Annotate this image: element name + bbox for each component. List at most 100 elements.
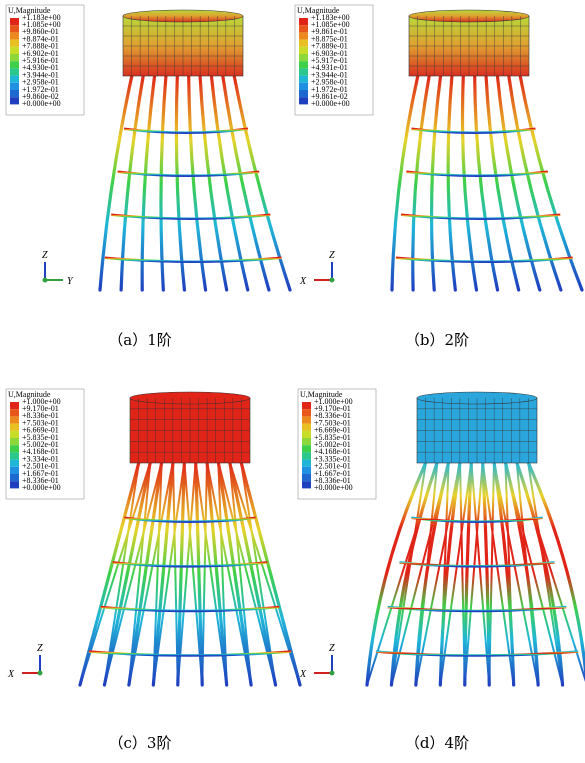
legend-swatch	[10, 474, 19, 481]
legend-swatch	[10, 83, 19, 90]
legend-label: +0.000e+00	[311, 99, 350, 108]
legend-swatch	[10, 25, 19, 32]
legend-swatch	[10, 40, 19, 47]
legend-swatch	[302, 409, 311, 416]
legend-swatch	[302, 474, 311, 481]
tower-leg	[517, 462, 563, 685]
tower-leg	[494, 462, 514, 685]
tower-ring	[388, 607, 567, 611]
axis-label-z: Z	[37, 643, 43, 654]
legend-label: +0.000e+00	[22, 483, 61, 492]
legend-swatch	[10, 409, 19, 416]
axis-origin	[330, 278, 335, 283]
tower-brace	[207, 462, 251, 685]
tower-leg	[475, 75, 498, 290]
legend-swatch	[10, 452, 19, 459]
legend-swatch	[302, 481, 311, 488]
axis-label-h: X	[7, 669, 15, 680]
tower-brace	[494, 462, 538, 685]
legend-swatch	[299, 54, 308, 61]
tower-brace	[173, 462, 178, 685]
panel: U,Magnitude+1.000e+00+9.170e-01+8.336e-0…	[298, 389, 585, 752]
caption: （d）4阶	[405, 734, 469, 752]
axis-label-h: Y	[67, 276, 74, 287]
legend-swatch	[10, 481, 19, 488]
axis-label-h: X	[299, 276, 307, 287]
legend-swatch	[299, 76, 308, 83]
legend-swatch	[302, 460, 311, 467]
tower-brace	[416, 462, 460, 685]
tower-leg	[176, 75, 184, 290]
tower-leg	[440, 462, 460, 685]
legend-swatch	[302, 416, 311, 423]
panel: U,Magnitude+1.183e+00+1.085e+00+9.860e-0…	[6, 5, 290, 349]
legend-swatch	[299, 68, 308, 75]
axis-label-z: Z	[329, 250, 335, 261]
tower-ring	[101, 607, 280, 611]
tower	[80, 392, 300, 685]
legend-swatch	[10, 438, 19, 445]
legend-swatch	[299, 90, 308, 97]
legend-swatch	[299, 47, 308, 54]
legend-swatch	[302, 438, 311, 445]
tower-ring	[376, 652, 578, 656]
legend-swatch	[10, 18, 19, 25]
legend-swatch	[10, 47, 19, 54]
legend-swatch	[302, 424, 311, 431]
legend-swatch	[302, 467, 311, 474]
legend-swatch	[10, 445, 19, 452]
legend-swatch	[10, 90, 19, 97]
tower-brace	[129, 462, 173, 685]
tower	[100, 10, 290, 290]
legend-swatch	[10, 424, 19, 431]
tower-ring	[111, 215, 270, 219]
legend-swatch	[10, 460, 19, 467]
legend-swatch	[299, 40, 308, 47]
legend-swatch	[299, 18, 308, 25]
legend-swatch	[10, 32, 19, 39]
panel: U,Magnitude+1.183e+00+1.085e+00+9.861e-0…	[295, 5, 582, 349]
axis-label-h: X	[299, 669, 307, 680]
tower-ring	[124, 129, 248, 133]
tower-ring	[118, 172, 260, 176]
tower-brace	[489, 462, 494, 685]
tower-leg	[497, 75, 539, 290]
figure: U,Magnitude+1.183e+00+1.085e+00+9.860e-0…	[0, 0, 585, 763]
legend-swatch	[10, 416, 19, 423]
tower-leg	[142, 75, 155, 290]
legend-swatch	[302, 452, 311, 459]
tower-leg	[509, 75, 561, 290]
tower-leg	[432, 75, 441, 290]
legend-swatch	[299, 97, 308, 104]
tower-leg	[104, 462, 150, 685]
tower-leg	[200, 75, 227, 290]
legend-swatch	[10, 54, 19, 61]
legend-swatch	[302, 402, 311, 409]
axis-label-z: Z	[42, 250, 48, 261]
legend-label: +0.000e+00	[22, 99, 61, 108]
legend-swatch	[10, 431, 19, 438]
panel: U,Magnitude+1.000e+00+9.170e-01+8.336e-0…	[6, 389, 300, 752]
axis-origin	[38, 671, 43, 676]
tower-brace	[202, 462, 207, 685]
axis-origin	[330, 671, 335, 676]
tower-leg	[161, 75, 166, 290]
caption: （b）2阶	[405, 331, 469, 349]
tower-leg	[391, 462, 437, 685]
legend-swatch	[10, 97, 19, 104]
caption: （c）3阶	[109, 734, 172, 752]
legend-swatch	[299, 25, 308, 32]
tower-ring	[105, 258, 282, 262]
legend-swatch	[302, 445, 311, 452]
legend-swatch	[299, 83, 308, 90]
legend-swatch	[10, 76, 19, 83]
legend-swatch	[299, 61, 308, 68]
axis-origin	[43, 278, 48, 283]
legend-swatch	[299, 32, 308, 39]
tower-ring	[89, 652, 291, 656]
caption: （a）1阶	[108, 331, 172, 349]
legend-swatch	[10, 467, 19, 474]
legend-swatch	[10, 61, 19, 68]
tower-leg	[448, 75, 455, 290]
tower	[367, 392, 585, 685]
